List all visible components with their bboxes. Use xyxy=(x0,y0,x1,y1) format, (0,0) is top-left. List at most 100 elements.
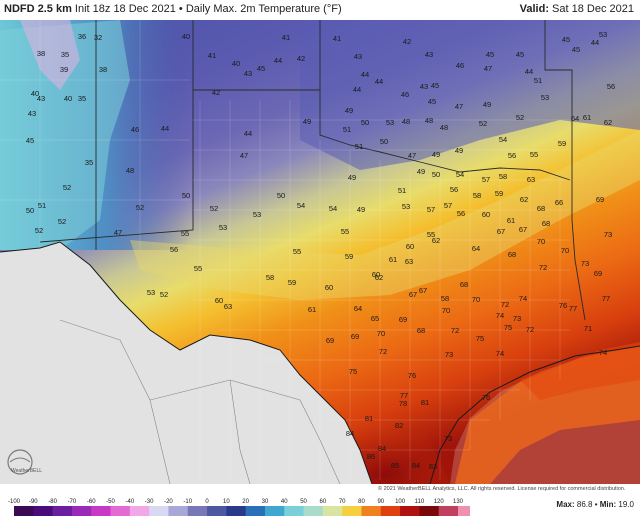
colorbar-segment xyxy=(129,506,150,516)
temperature-label: 41 xyxy=(333,34,341,43)
temperature-label: 77 xyxy=(400,391,408,400)
colorbar-tick-label: 0 xyxy=(205,499,209,505)
colorbar-tick-label: 60 xyxy=(320,499,327,505)
colorbar-segment xyxy=(322,506,343,516)
temperature-label: 76 xyxy=(559,301,567,310)
temperature-label: 72 xyxy=(501,300,509,309)
temperature-label: 58 xyxy=(499,172,507,181)
colorbar-tick-label: -10 xyxy=(183,499,192,505)
temperature-label: 44 xyxy=(353,85,361,94)
colorbar-segment xyxy=(458,506,470,516)
temperature-label: 47 xyxy=(408,151,416,160)
temperature-label: 84 xyxy=(412,461,420,470)
valid-value: Sat 18 Dec 2021 xyxy=(552,3,634,15)
temperature-label: 59 xyxy=(345,252,353,261)
colorbar-tick-label: 50 xyxy=(300,499,307,505)
colorbar-tick-label: 10 xyxy=(223,499,230,505)
colorbar-tick-label: 120 xyxy=(434,499,445,505)
temperature-label: 44 xyxy=(244,129,252,138)
temperature-label: 44 xyxy=(591,38,599,47)
temperature-label: 70 xyxy=(561,246,569,255)
colorbar-segment xyxy=(226,506,247,516)
temperature-label: 51 xyxy=(534,76,542,85)
temperature-label: 49 xyxy=(303,117,311,126)
colorbar-tick-label: -60 xyxy=(87,499,96,505)
temperature-label: 48 xyxy=(126,166,134,175)
colorbar-tick-label: -70 xyxy=(68,499,77,505)
temperature-label: 50 xyxy=(277,191,285,200)
temperature-label: 67 xyxy=(497,227,505,236)
maxmin-separator: • xyxy=(594,500,598,509)
temperature-label: 69 xyxy=(596,195,604,204)
temperature-label: 50 xyxy=(380,137,388,146)
temperature-label: 70 xyxy=(472,295,480,304)
temperature-label: 64 xyxy=(354,304,362,313)
temperature-label: 55 xyxy=(341,227,349,236)
colorbar-tick-label: 20 xyxy=(242,499,249,505)
colorbar-segment xyxy=(71,506,92,516)
temperature-label: 82 xyxy=(395,421,403,430)
temperature-label: 51 xyxy=(355,142,363,151)
temperature-label: 47 xyxy=(240,151,248,160)
temperature-label: 68 xyxy=(417,326,425,335)
colorbar-segment xyxy=(342,506,363,516)
temperature-label: 44 xyxy=(161,124,169,133)
temperature-label: 56 xyxy=(457,209,465,218)
temperature-label: 41 xyxy=(208,51,216,60)
temperature-label: 43 xyxy=(37,94,45,103)
temperature-label: 44 xyxy=(361,70,369,79)
temperature-label: 32 xyxy=(94,33,102,42)
temperature-label: 35 xyxy=(85,158,93,167)
temperature-label: 61 xyxy=(507,216,515,225)
temperature-label: 64 xyxy=(472,244,480,253)
temperature-label: 74 xyxy=(599,348,607,357)
temperature-label: 46 xyxy=(456,61,464,70)
temperature-label: 70 xyxy=(442,306,450,315)
colorbar-tick-label: 70 xyxy=(339,499,346,505)
temperature-label: 68 xyxy=(542,219,550,228)
colorbar-segment xyxy=(52,506,73,516)
temperature-label: 45 xyxy=(257,64,265,73)
temperature-label: 52 xyxy=(516,113,524,122)
temperature-label: 45 xyxy=(572,45,580,54)
valid-time: Valid: Sat 18 Dec 2021 xyxy=(520,3,634,15)
temperature-label: 49 xyxy=(455,146,463,155)
northeast-cold-area xyxy=(300,20,640,170)
temperature-label: 55 xyxy=(427,230,435,239)
temperature-label: 61 xyxy=(389,255,397,264)
min-value: 19.0 xyxy=(618,500,634,509)
temperature-label: 52 xyxy=(160,290,168,299)
colorbar-segment xyxy=(14,506,34,516)
colorbar-tick-label: -30 xyxy=(145,499,154,505)
temperature-label: 51 xyxy=(398,186,406,195)
mexico-state-borders xyxy=(59,319,341,484)
temperature-label: 51 xyxy=(343,125,351,134)
temperature-label: 50 xyxy=(361,118,369,127)
colorbar-tick-label: -50 xyxy=(106,499,115,505)
valid-label: Valid: xyxy=(519,3,549,15)
temperature-label: 51 xyxy=(38,201,46,210)
temperature-label: 83 xyxy=(429,462,437,471)
gulf-coastline xyxy=(429,345,640,484)
temperature-label: 58 xyxy=(266,273,274,282)
temperature-colorbar: -100 -90 -80 -70 -60 -50 -40 -30 -20 -10 0 10 20 30 40… xyxy=(8,499,470,516)
temperature-label: 73 xyxy=(445,350,453,359)
temperature-label: 77 xyxy=(569,304,577,313)
temperature-label: 74 xyxy=(496,349,504,358)
colorbar-tick-label: 90 xyxy=(377,499,384,505)
temperature-label: 58 xyxy=(441,294,449,303)
temperature-label: 54 xyxy=(329,204,337,213)
temperature-label: 56 xyxy=(450,185,458,194)
temperature-label: 48 xyxy=(425,116,433,125)
temperature-label: 48 xyxy=(440,123,448,132)
us-mexico-border xyxy=(0,241,373,484)
temperature-label: 47 xyxy=(455,102,463,111)
temperature-label: 63 xyxy=(527,175,535,184)
temperature-label: 50 xyxy=(432,170,440,179)
product-name: NDFD 2.5 km xyxy=(4,3,72,15)
temperature-label: 35 xyxy=(61,50,69,59)
temperature-label: 49 xyxy=(357,205,365,214)
colorbar-segment xyxy=(419,506,440,516)
colorbar-tick-label: 40 xyxy=(281,499,288,505)
